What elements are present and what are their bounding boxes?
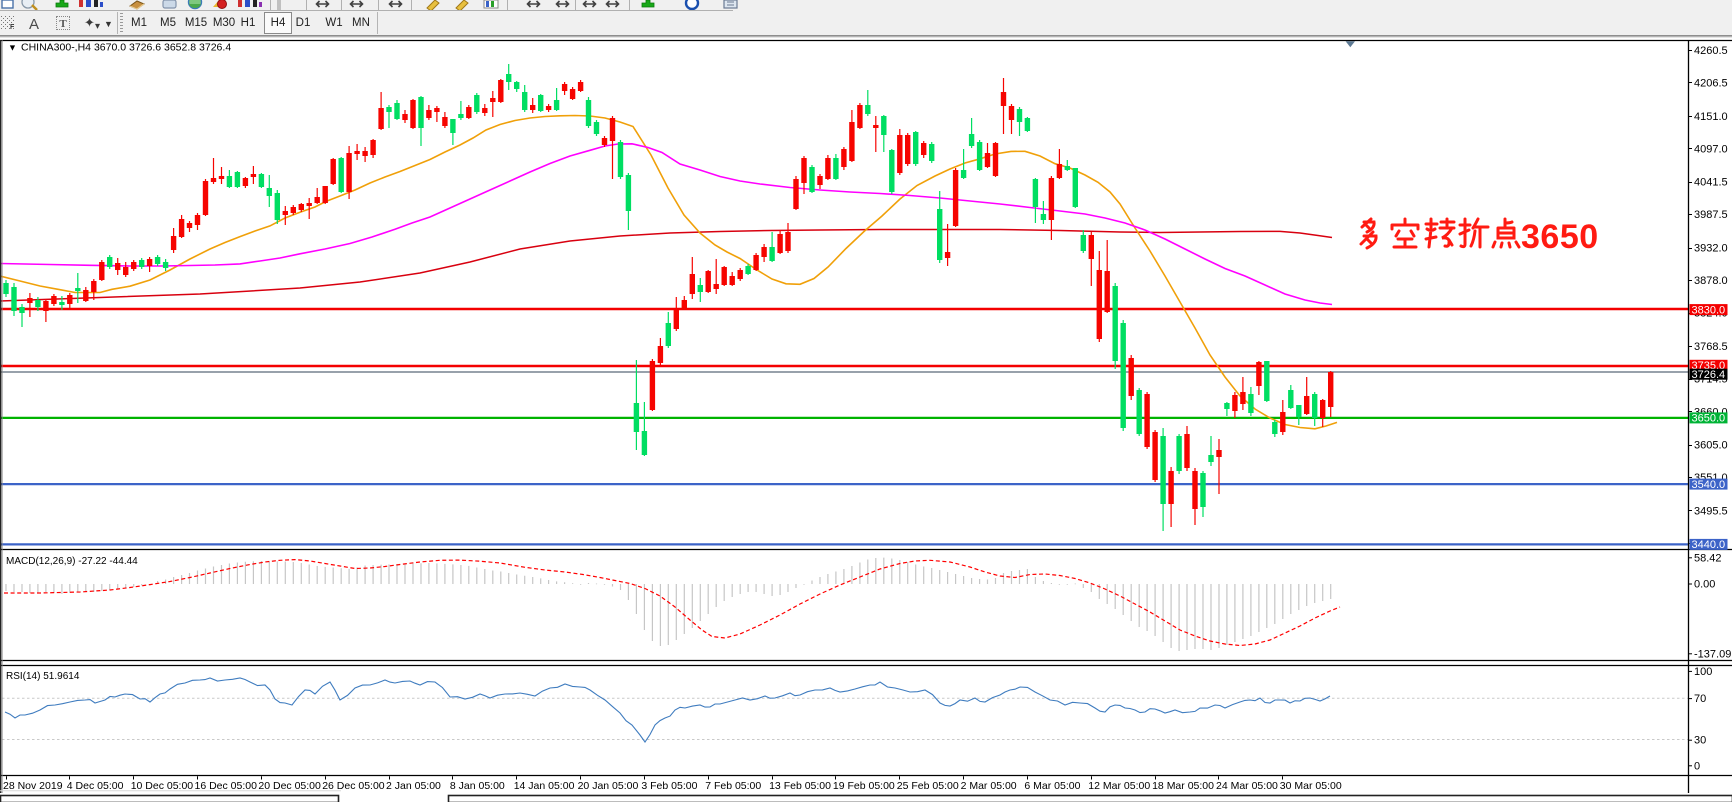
svg-text:3987.5: 3987.5 <box>1694 209 1728 221</box>
svg-text:MACD(12,26,9) -27.22 -44.44: MACD(12,26,9) -27.22 -44.44 <box>6 556 138 567</box>
svg-text:3440.0: 3440.0 <box>1692 539 1726 551</box>
svg-text:3650: 3650 <box>1521 218 1599 256</box>
svg-text:4151.0: 4151.0 <box>1694 111 1728 123</box>
svg-text:2 Mar 05:00: 2 Mar 05:00 <box>961 780 1017 792</box>
svg-text:20 Jan 05:00: 20 Jan 05:00 <box>578 780 639 792</box>
svg-text:-137.09: -137.09 <box>1694 648 1731 660</box>
svg-text:25 Feb 05:00: 25 Feb 05:00 <box>897 780 959 792</box>
svg-text:3605.0: 3605.0 <box>1694 440 1728 452</box>
svg-text:16 Dec 05:00: 16 Dec 05:00 <box>195 780 258 792</box>
svg-text:10 Dec 05:00: 10 Dec 05:00 <box>131 780 194 792</box>
svg-text:7 Feb 05:00: 7 Feb 05:00 <box>705 780 761 792</box>
svg-text:4260.5: 4260.5 <box>1694 45 1728 57</box>
svg-text:100: 100 <box>1694 666 1712 678</box>
svg-text:30 Mar 05:00: 30 Mar 05:00 <box>1280 780 1342 792</box>
svg-text:4206.5: 4206.5 <box>1694 77 1728 89</box>
svg-text:3726.4: 3726.4 <box>1692 369 1726 381</box>
svg-text:6 Mar 05:00: 6 Mar 05:00 <box>1024 780 1080 792</box>
svg-text:3830.0: 3830.0 <box>1692 304 1726 316</box>
svg-text:3878.0: 3878.0 <box>1694 275 1728 287</box>
svg-text:12 Mar 05:00: 12 Mar 05:00 <box>1088 780 1150 792</box>
svg-text:24 Mar 05:00: 24 Mar 05:00 <box>1216 780 1278 792</box>
svg-text:0: 0 <box>1694 760 1700 772</box>
svg-text:3495.5: 3495.5 <box>1694 505 1728 517</box>
svg-text:3 Feb 05:00: 3 Feb 05:00 <box>641 780 697 792</box>
svg-text:3768.5: 3768.5 <box>1694 341 1728 353</box>
svg-text:0.00: 0.00 <box>1694 579 1715 591</box>
svg-text:3650.0: 3650.0 <box>1692 413 1726 425</box>
svg-text:8 Jan 05:00: 8 Jan 05:00 <box>450 780 505 792</box>
svg-text:18 Mar 05:00: 18 Mar 05:00 <box>1152 780 1214 792</box>
svg-text:26 Dec 05:00: 26 Dec 05:00 <box>322 780 385 792</box>
svg-text:3540.0: 3540.0 <box>1692 479 1726 491</box>
svg-text:CHINA300-,H4 3670.0 3726.6 36: CHINA300-,H4 3670.0 3726.6 3652.8 3726.4 <box>21 42 231 54</box>
svg-text:▼: ▼ <box>8 43 17 53</box>
svg-text:3932.0: 3932.0 <box>1694 243 1728 255</box>
svg-text:70: 70 <box>1694 693 1706 705</box>
svg-text:2 Jan 05:00: 2 Jan 05:00 <box>386 780 441 792</box>
svg-text:4097.0: 4097.0 <box>1694 143 1728 155</box>
svg-text:4041.5: 4041.5 <box>1694 177 1728 189</box>
svg-text:58.42: 58.42 <box>1694 552 1722 564</box>
svg-text:28 Nov 2019: 28 Nov 2019 <box>3 780 63 792</box>
svg-text:14 Jan 05:00: 14 Jan 05:00 <box>514 780 575 792</box>
svg-text:4 Dec 05:00: 4 Dec 05:00 <box>67 780 124 792</box>
svg-text:20 Dec 05:00: 20 Dec 05:00 <box>258 780 321 792</box>
svg-text:13 Feb 05:00: 13 Feb 05:00 <box>769 780 831 792</box>
svg-text:30: 30 <box>1694 735 1706 747</box>
svg-text:19 Feb 05:00: 19 Feb 05:00 <box>833 780 895 792</box>
svg-text:RSI(14) 51.9614: RSI(14) 51.9614 <box>6 671 80 682</box>
